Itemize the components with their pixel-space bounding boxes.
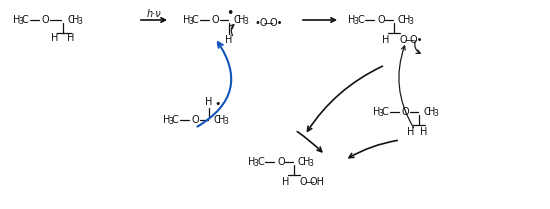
Text: H: H [183,15,190,25]
Text: 3: 3 [243,18,248,27]
Text: 3: 3 [223,117,228,126]
Text: 3: 3 [18,18,23,27]
Text: H: H [403,15,410,25]
Text: H: H [163,115,170,125]
Text: H: H [72,15,79,25]
Text: C: C [172,115,179,125]
Text: 3: 3 [308,159,313,168]
Text: O: O [399,35,406,45]
Text: OH: OH [310,177,325,187]
Text: 3: 3 [168,117,173,126]
Text: C: C [192,15,199,25]
Text: 3: 3 [253,159,258,168]
Text: H: H [51,33,59,43]
Text: C: C [357,15,364,25]
Text: C: C [298,157,305,167]
Text: C: C [233,15,240,25]
Text: C: C [67,15,74,25]
Text: O: O [299,177,307,187]
Text: H: H [248,157,255,167]
Text: —: — [305,177,315,187]
Text: 3: 3 [378,110,383,119]
Text: O: O [402,107,410,117]
Text: O: O [277,157,285,167]
Text: O: O [42,15,50,25]
Text: O: O [192,115,200,125]
Text: C: C [22,15,29,25]
Text: h·ν: h·ν [147,9,161,19]
Text: H: H [205,97,213,107]
Text: H: H [226,35,233,45]
Text: H: H [303,157,310,167]
Text: 3: 3 [408,18,413,27]
Text: 3: 3 [353,18,358,27]
Text: C: C [398,15,405,25]
Text: H: H [238,15,245,25]
Text: C: C [382,107,389,117]
Text: H: H [13,15,20,25]
Text: H: H [408,127,415,137]
Text: O: O [377,15,384,25]
Text: H: H [428,107,436,117]
Text: 3: 3 [433,110,438,119]
Text: O•: O• [410,35,424,45]
Text: O: O [212,15,219,25]
Text: •O: •O [255,18,268,28]
Text: H: H [382,35,390,45]
Text: H: H [348,15,355,25]
Text: H: H [420,127,428,137]
Text: •: • [214,99,221,109]
Text: C: C [213,115,220,125]
Text: C: C [257,157,264,167]
Text: •: • [226,8,234,20]
Text: —: — [405,35,415,45]
Text: H: H [67,33,75,43]
Text: H: H [282,177,290,187]
Text: C: C [423,107,430,117]
Text: 3: 3 [188,18,193,27]
Text: —: — [264,18,274,28]
Text: H: H [373,107,381,117]
Text: O•: O• [270,18,283,28]
Text: H: H [218,115,226,125]
Text: 3: 3 [77,18,82,27]
